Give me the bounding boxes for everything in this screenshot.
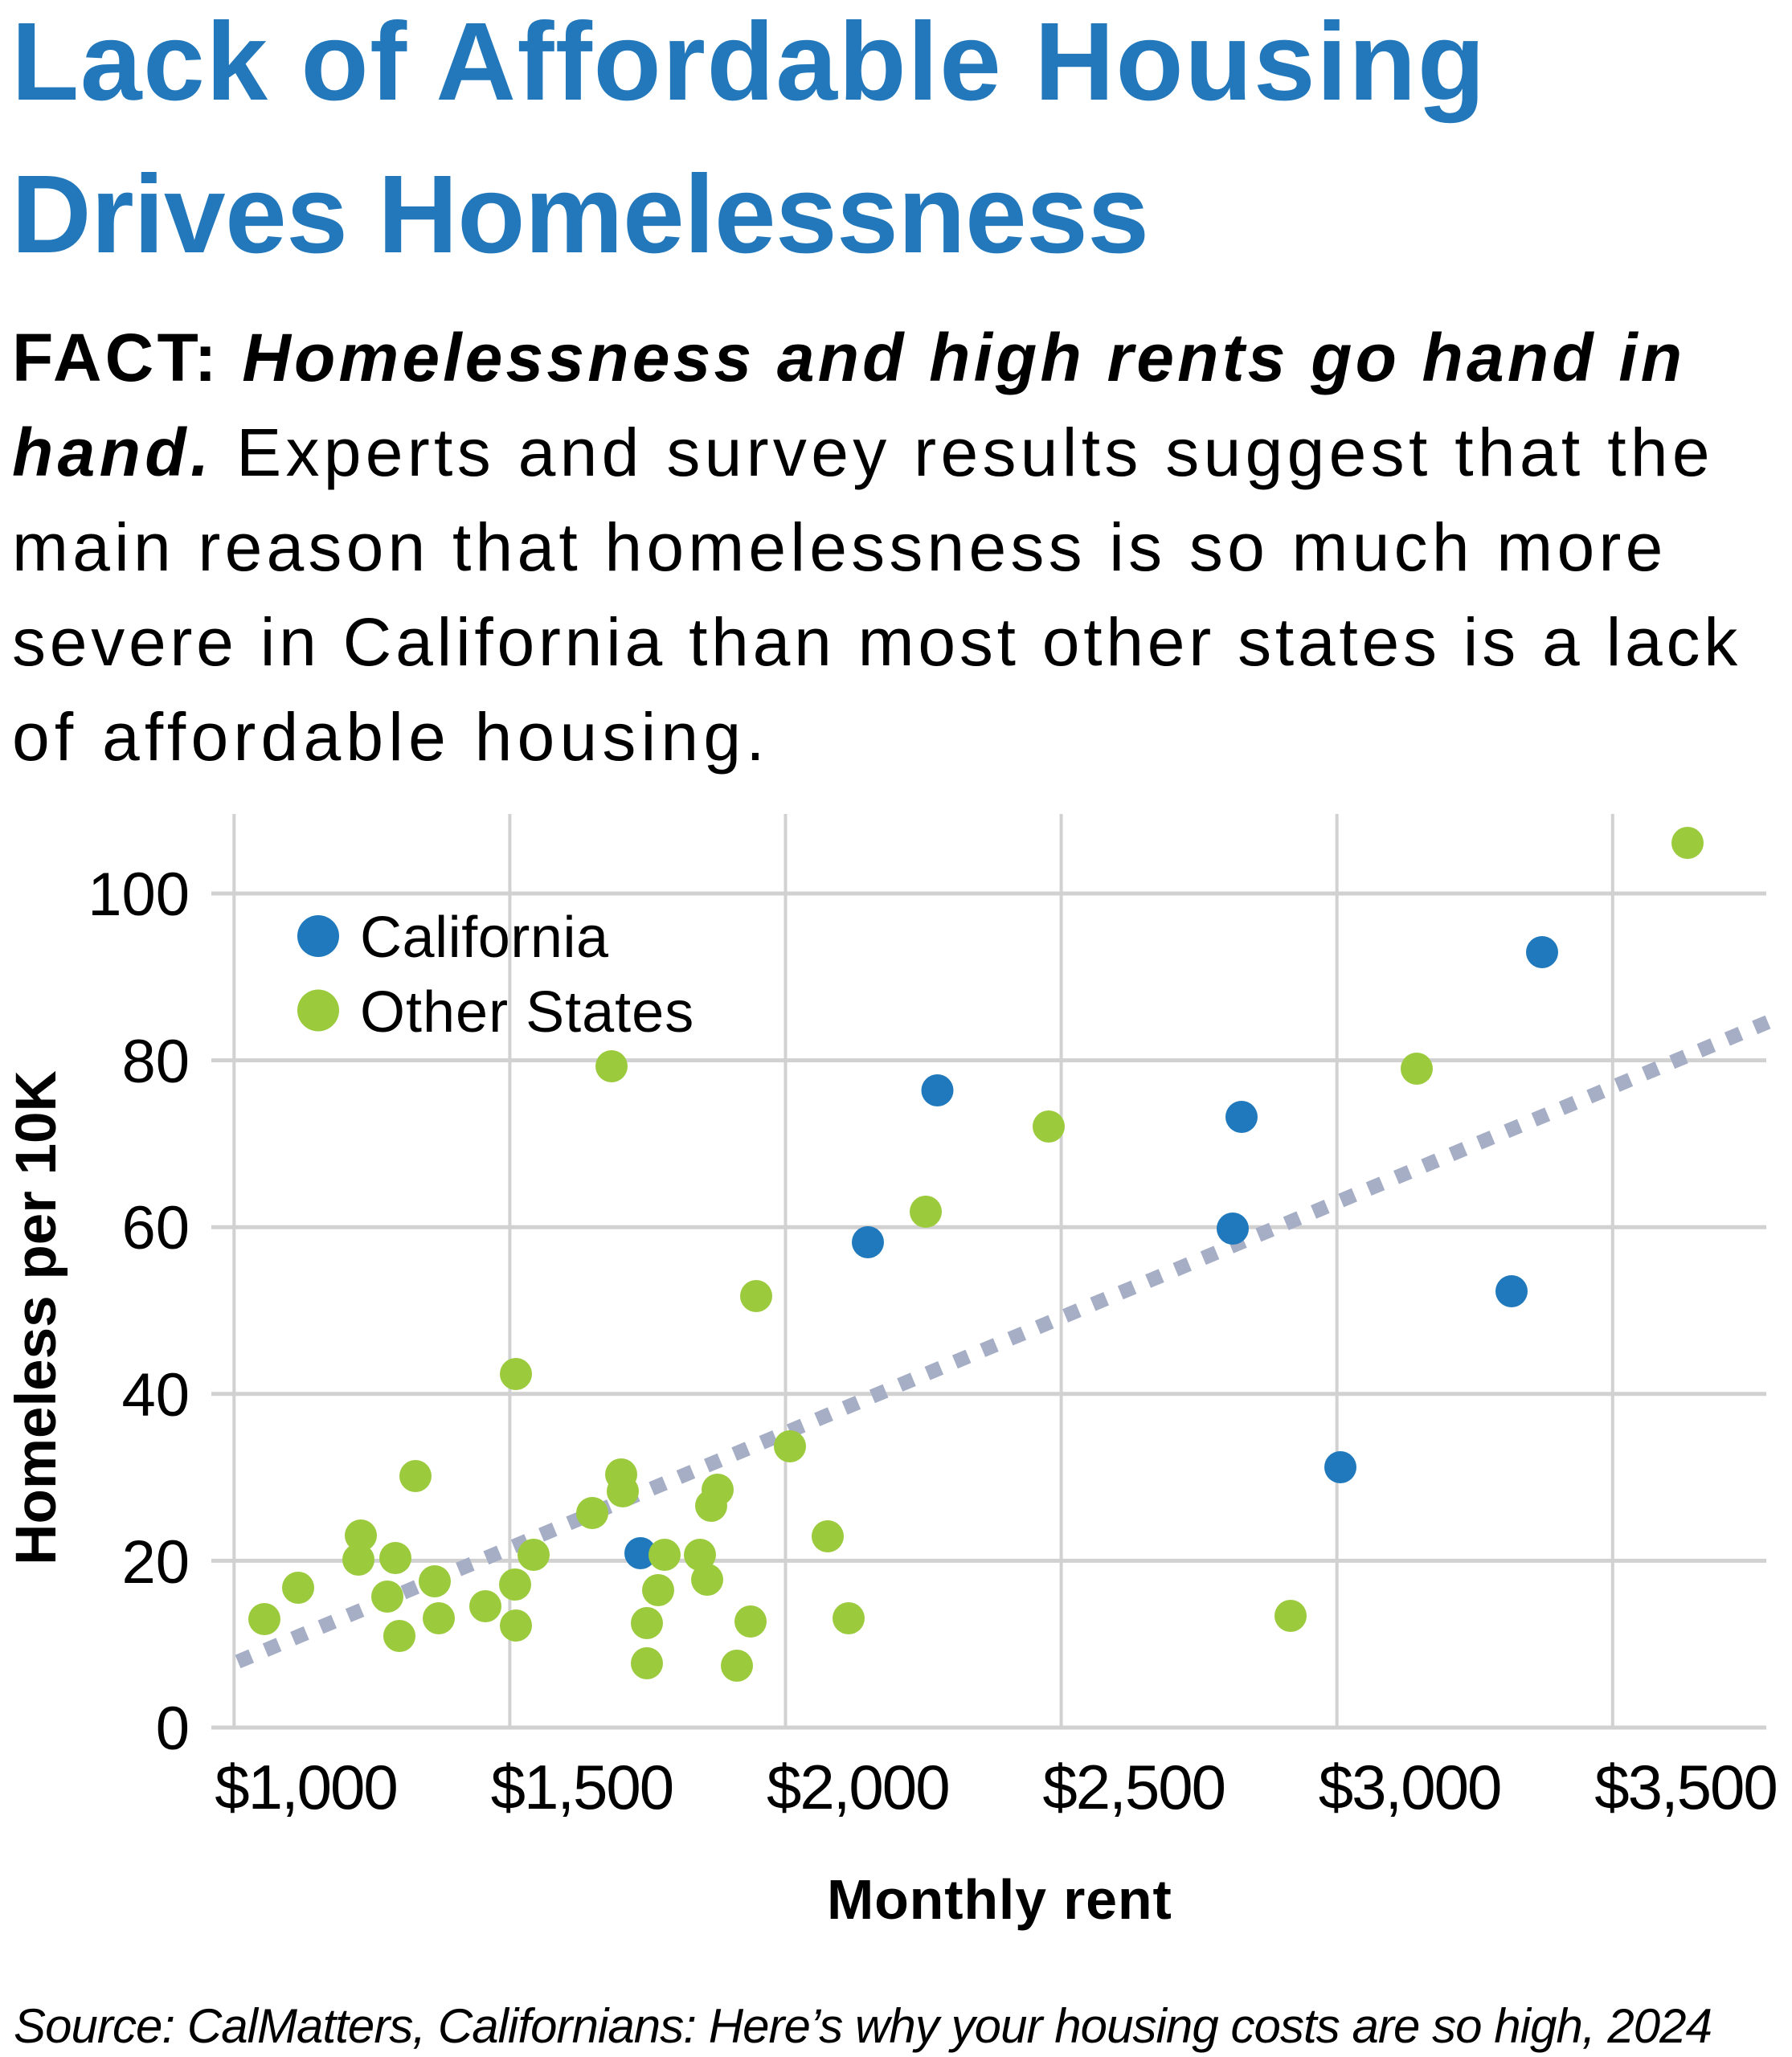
svg-text:Homeless per 10K: Homeless per 10K (5, 1070, 68, 1565)
svg-text:hand. Experts and survey resul: hand. Experts and survey results suggest… (12, 415, 1714, 490)
svg-text:Other States: Other States (360, 980, 694, 1045)
svg-text:severe in California than most: severe in California than most other sta… (12, 604, 1741, 680)
svg-text:$3,000: $3,000 (1319, 1752, 1501, 1822)
svg-text:Source: CalMatters, California: Source: CalMatters, Californians: Here’s… (14, 1999, 1712, 2053)
svg-text:20: 20 (121, 1528, 190, 1597)
svg-text:FACT: Homelessness and high re: FACT: Homelessness and high rents go han… (12, 320, 1685, 395)
svg-text:40: 40 (121, 1361, 190, 1429)
svg-text:$1,500: $1,500 (491, 1752, 673, 1822)
svg-text:California: California (360, 906, 609, 970)
svg-text:$2,000: $2,000 (767, 1752, 949, 1822)
svg-text:Drives Homelessness: Drives Homelessness (11, 153, 1148, 276)
svg-text:100: 100 (88, 861, 190, 929)
svg-text:$3,500: $3,500 (1594, 1752, 1777, 1822)
svg-text:60: 60 (121, 1194, 190, 1262)
svg-text:of affordable housing.: of affordable housing. (12, 699, 770, 775)
svg-text:0: 0 (156, 1695, 190, 1763)
svg-text:Lack of Affordable Housing: Lack of Affordable Housing (11, 0, 1487, 124)
svg-text:$2,500: $2,500 (1042, 1752, 1225, 1822)
svg-text:main reason that homelessness: main reason that homelessness is so much… (12, 509, 1667, 585)
svg-text:$1,000: $1,000 (215, 1752, 397, 1822)
svg-text:80: 80 (121, 1028, 190, 1096)
svg-text:Monthly rent: Monthly rent (827, 1868, 1172, 1931)
